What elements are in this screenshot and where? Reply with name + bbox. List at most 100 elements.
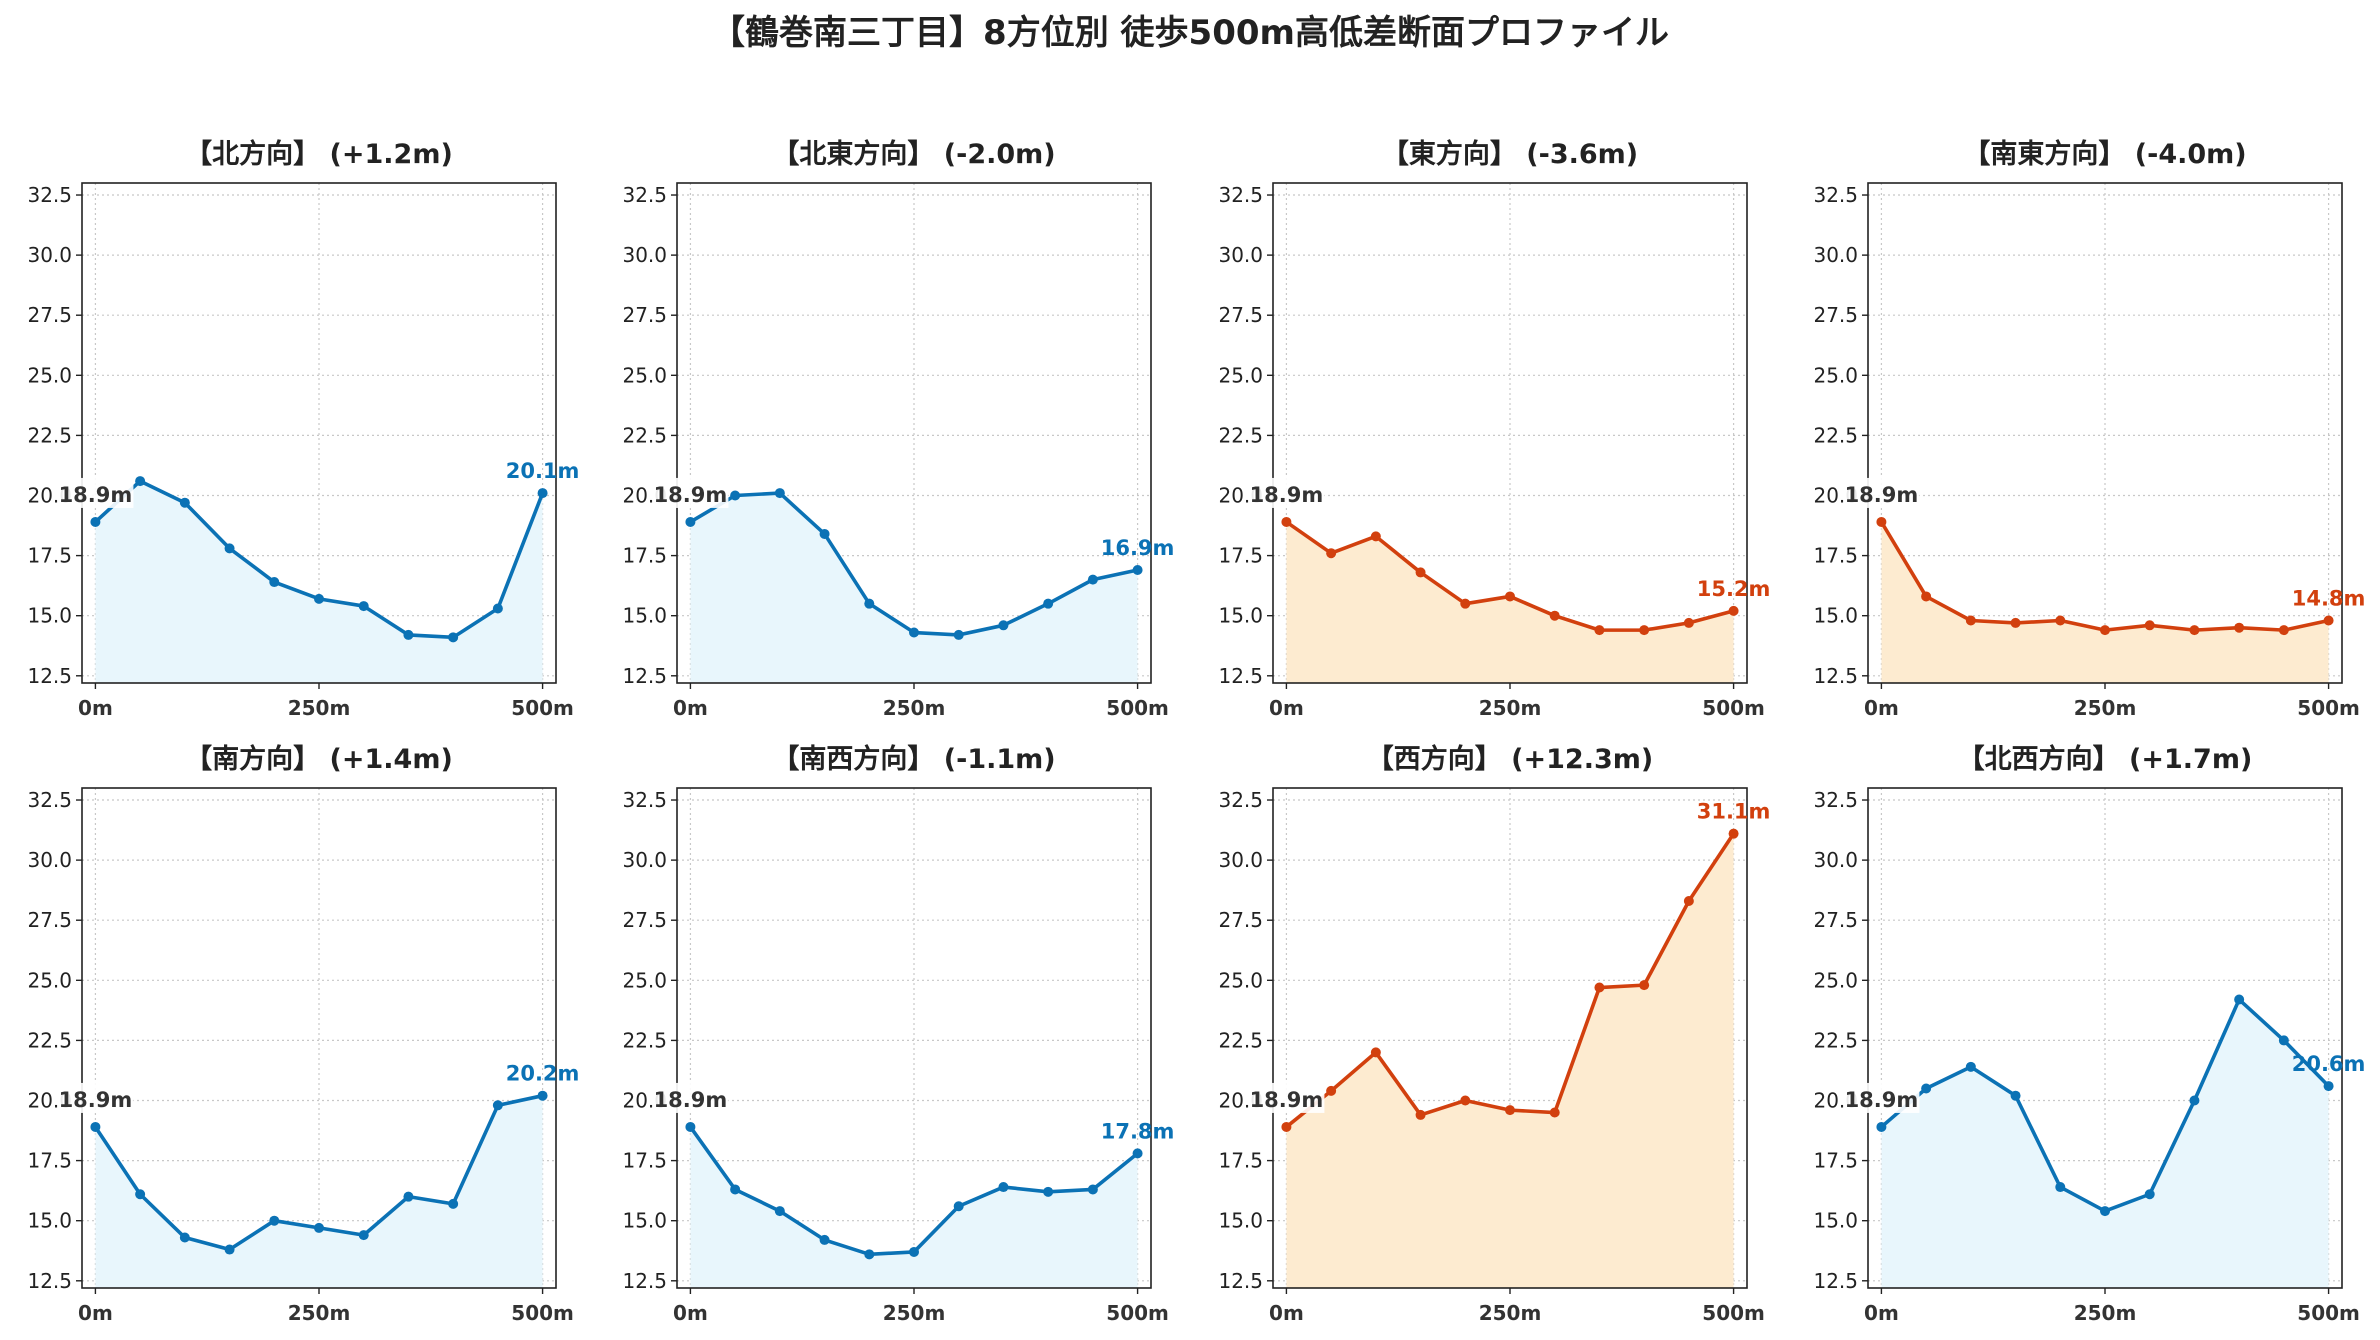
data-point — [135, 476, 146, 487]
data-point — [2189, 625, 2200, 636]
data-point — [2055, 1182, 2066, 1193]
data-point — [2278, 1035, 2289, 1046]
start-label: 18.9m — [59, 483, 133, 507]
data-point — [1876, 1121, 1887, 1132]
data-point — [135, 1189, 146, 1200]
end-label: 15.2m — [1697, 577, 1771, 601]
data-point — [1921, 1083, 1932, 1094]
data-point — [448, 632, 459, 643]
data-point — [1549, 610, 1560, 621]
y-tick-label: 12.5 — [1813, 664, 1858, 688]
start-label: 18.9m — [1845, 1088, 1919, 1112]
end-label: 20.6m — [2292, 1052, 2366, 1076]
y-tick-label: 25.0 — [622, 363, 667, 387]
y-tick-label: 25.0 — [622, 968, 667, 992]
y-tick-label: 27.5 — [27, 303, 72, 327]
y-tick-label: 17.5 — [1813, 544, 1858, 568]
x-tick-label: 250m — [2074, 1301, 2137, 1325]
data-point — [1132, 1148, 1143, 1159]
y-tick-label: 27.5 — [1218, 908, 1263, 932]
panel-title: 【北東方向】 (-2.0m) — [772, 138, 1055, 170]
data-point — [1683, 617, 1694, 628]
data-point — [2100, 1206, 2110, 1217]
x-tick-label: 250m — [883, 696, 946, 720]
data-point — [1415, 1109, 1426, 1120]
panel-title: 【北方向】 (+1.2m) — [185, 138, 453, 170]
data-point — [909, 1246, 919, 1257]
data-point — [774, 1206, 785, 1217]
y-tick-label: 15.0 — [1218, 1209, 1263, 1233]
start-label-bg — [652, 477, 729, 508]
data-point — [1639, 625, 1650, 636]
panel-3: 【南東方向】 (-4.0m)12.515.017.520.022.525.027… — [1813, 138, 2365, 720]
x-tick-label: 500m — [511, 696, 574, 720]
y-tick-label: 22.5 — [1813, 423, 1858, 447]
data-point — [1460, 598, 1471, 609]
data-point — [358, 1230, 369, 1241]
panel-7: 【北西方向】 (+1.7m)12.515.017.520.022.525.027… — [1813, 743, 2365, 1325]
y-tick-label: 22.5 — [1218, 423, 1263, 447]
y-tick-label: 22.5 — [622, 1028, 667, 1052]
y-tick-label: 30.0 — [1813, 848, 1858, 872]
data-point — [314, 593, 324, 604]
y-tick-label: 15.0 — [622, 604, 667, 628]
data-point — [492, 1100, 503, 1111]
start-label-bg — [1248, 1082, 1325, 1113]
y-tick-label: 22.5 — [622, 423, 667, 447]
data-point — [819, 528, 830, 539]
area-fill — [690, 1126, 1138, 1288]
y-tick-label: 15.0 — [1813, 1209, 1858, 1233]
data-point — [1460, 1095, 1471, 1106]
data-point — [1370, 1047, 1381, 1058]
data-point — [2100, 625, 2110, 636]
end-label: 31.1m — [1697, 800, 1771, 824]
panel-title: 【南西方向】 (-1.1m) — [772, 743, 1055, 775]
area-fill — [1286, 521, 1734, 683]
y-tick-label: 27.5 — [1813, 908, 1858, 932]
start-label-bg — [57, 1082, 134, 1113]
y-tick-label: 32.5 — [27, 183, 72, 207]
panel-title: 【東方向】 (-3.6m) — [1382, 138, 1638, 170]
panel-4: 【南方向】 (+1.4m)12.515.017.520.022.525.027.… — [27, 743, 579, 1325]
panel-5: 【南西方向】 (-1.1m)12.515.017.520.022.525.027… — [622, 743, 1174, 1325]
y-tick-label: 15.0 — [1813, 604, 1858, 628]
data-point — [492, 603, 503, 614]
data-point — [685, 1121, 696, 1132]
data-point — [358, 601, 369, 612]
data-point — [537, 1090, 548, 1101]
data-point — [403, 629, 414, 640]
y-tick-label: 32.5 — [622, 788, 667, 812]
y-tick-label: 32.5 — [1813, 788, 1858, 812]
data-point — [730, 1184, 741, 1195]
y-tick-label: 30.0 — [1813, 243, 1858, 267]
data-point — [1505, 1105, 1515, 1116]
y-tick-label: 17.5 — [1218, 544, 1263, 568]
data-point — [1281, 516, 1292, 527]
data-point — [2278, 625, 2289, 636]
y-tick-label: 27.5 — [1813, 303, 1858, 327]
data-point — [2323, 1081, 2334, 1092]
y-tick-label: 30.0 — [622, 848, 667, 872]
x-tick-label: 500m — [2297, 1301, 2360, 1325]
data-point — [1087, 574, 1098, 585]
data-point — [953, 1201, 964, 1212]
panel-title: 【西方向】 (+12.3m) — [1367, 743, 1653, 775]
y-tick-label: 32.5 — [1813, 183, 1858, 207]
data-point — [909, 627, 919, 638]
data-point — [1594, 982, 1605, 993]
data-point — [998, 1182, 1009, 1193]
panel-title: 【南東方向】 (-4.0m) — [1963, 138, 2246, 170]
y-tick-label: 32.5 — [1218, 788, 1263, 812]
y-tick-label: 22.5 — [1813, 1028, 1858, 1052]
x-tick-label: 0m — [1269, 696, 1304, 720]
data-point — [1965, 1061, 1976, 1072]
data-point — [537, 488, 548, 499]
data-point — [1594, 625, 1605, 636]
area-fill — [95, 1095, 543, 1288]
y-tick-label: 12.5 — [1218, 664, 1263, 688]
y-tick-label: 17.5 — [622, 544, 667, 568]
data-point — [403, 1191, 414, 1202]
data-point — [1326, 548, 1337, 559]
x-tick-label: 0m — [673, 696, 708, 720]
x-tick-label: 500m — [1702, 1301, 1765, 1325]
